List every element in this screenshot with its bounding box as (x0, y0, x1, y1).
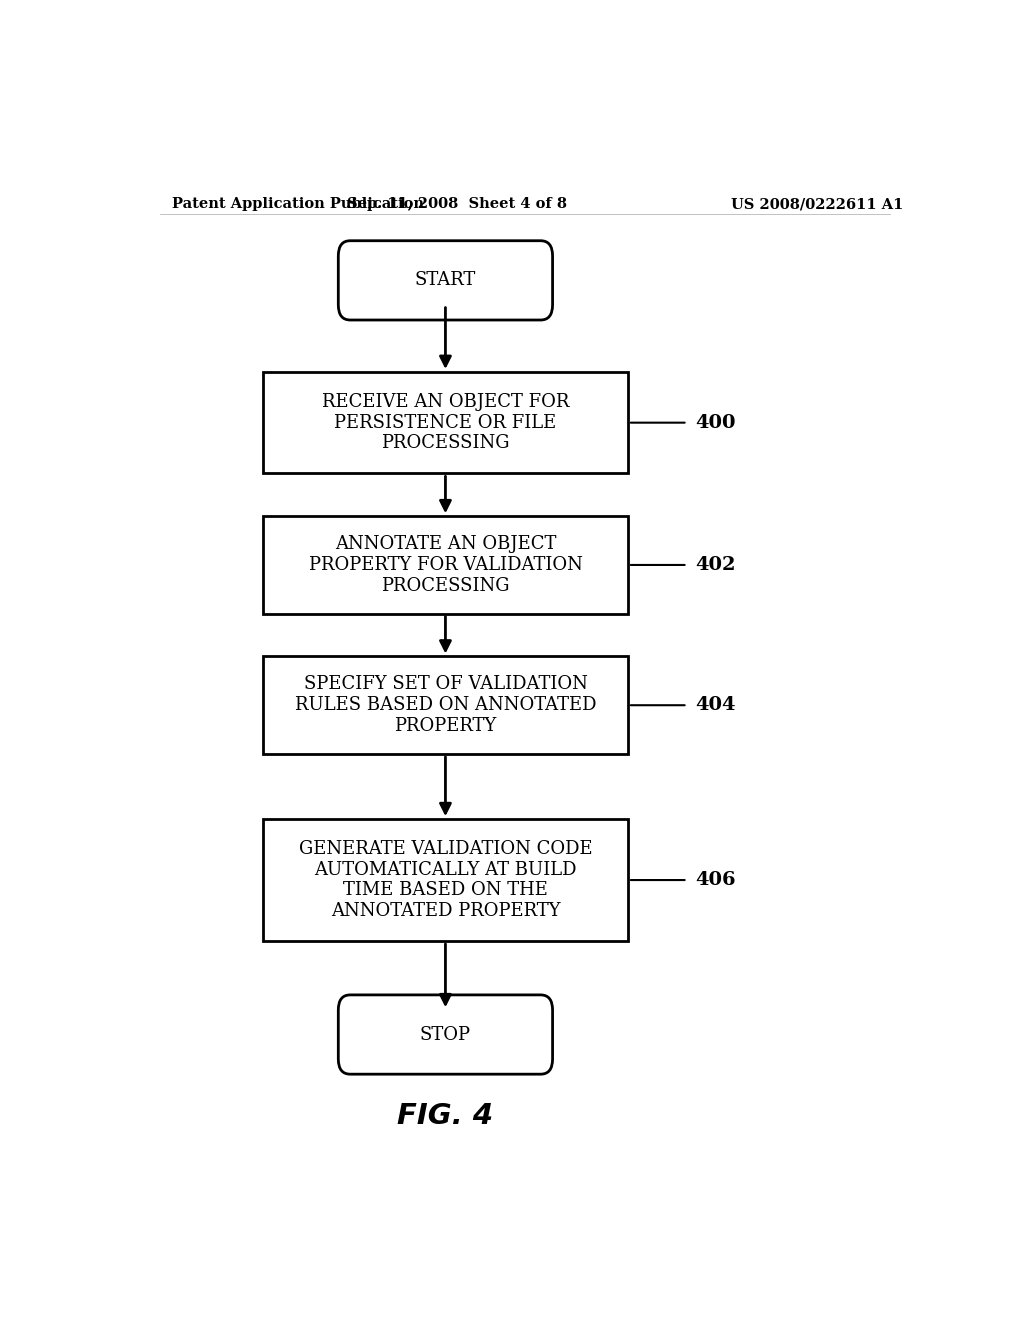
Text: GENERATE VALIDATION CODE
AUTOMATICALLY AT BUILD
TIME BASED ON THE
ANNOTATED PROP: GENERATE VALIDATION CODE AUTOMATICALLY A… (299, 840, 592, 920)
Text: Patent Application Publication: Patent Application Publication (172, 197, 424, 211)
Text: 402: 402 (695, 556, 736, 574)
Text: 406: 406 (695, 871, 736, 890)
Bar (263, 656, 628, 754)
Bar (263, 516, 628, 614)
Text: 404: 404 (695, 696, 736, 714)
Text: START: START (415, 272, 476, 289)
Text: ANNOTATE AN OBJECT
PROPERTY FOR VALIDATION
PROCESSING: ANNOTATE AN OBJECT PROPERTY FOR VALIDATI… (308, 535, 583, 595)
FancyBboxPatch shape (338, 995, 553, 1074)
Text: FIG. 4: FIG. 4 (397, 1102, 494, 1130)
Text: US 2008/0222611 A1: US 2008/0222611 A1 (731, 197, 903, 211)
Text: 400: 400 (695, 413, 736, 432)
Bar (263, 818, 628, 941)
Text: STOP: STOP (420, 1026, 471, 1044)
Text: SPECIFY SET OF VALIDATION
RULES BASED ON ANNOTATED
PROPERTY: SPECIFY SET OF VALIDATION RULES BASED ON… (295, 676, 596, 735)
Text: Sep. 11, 2008  Sheet 4 of 8: Sep. 11, 2008 Sheet 4 of 8 (347, 197, 567, 211)
Text: RECEIVE AN OBJECT FOR
PERSISTENCE OR FILE
PROCESSING: RECEIVE AN OBJECT FOR PERSISTENCE OR FIL… (322, 393, 569, 453)
FancyBboxPatch shape (338, 240, 553, 319)
Bar (263, 372, 628, 474)
